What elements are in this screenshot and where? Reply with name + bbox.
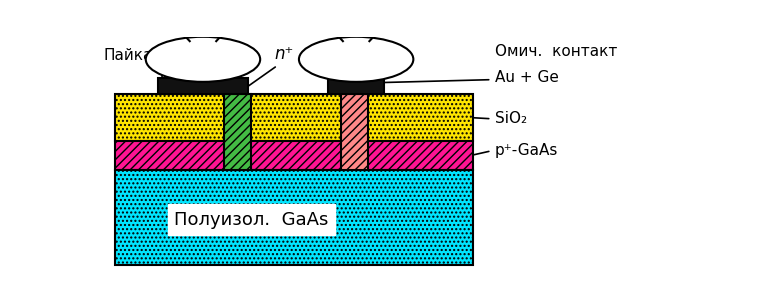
- Bar: [115, 170, 473, 265]
- Bar: [115, 141, 473, 170]
- Text: Пайка: Пайка: [103, 48, 152, 63]
- Circle shape: [146, 37, 260, 82]
- Text: SiO₂: SiO₂: [495, 111, 527, 126]
- Bar: [341, 94, 368, 170]
- Bar: [159, 79, 248, 94]
- Text: Омич.  контакт: Омич. контакт: [495, 44, 617, 59]
- Text: Полуизол.  GaAs: Полуизол. GaAs: [174, 211, 329, 229]
- Circle shape: [299, 37, 413, 82]
- Bar: [329, 79, 384, 94]
- Text: Au + Ge: Au + Ge: [495, 70, 559, 85]
- Bar: [115, 94, 473, 141]
- Bar: [225, 94, 251, 170]
- Text: p⁺-GaAs: p⁺-GaAs: [495, 143, 558, 158]
- Text: n⁺: n⁺: [274, 45, 293, 63]
